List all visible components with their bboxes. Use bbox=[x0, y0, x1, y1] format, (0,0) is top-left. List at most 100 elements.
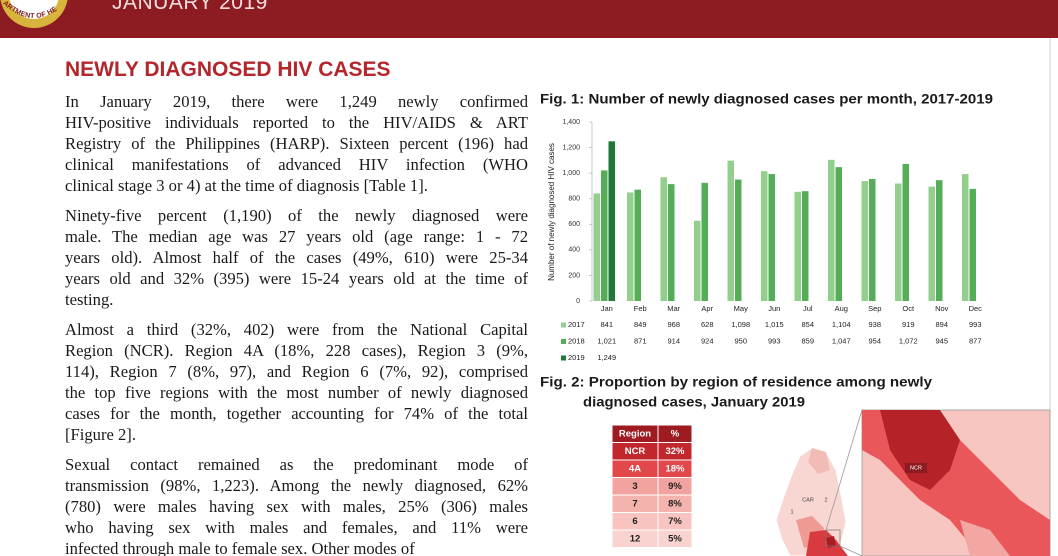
x-tick-label: Sep bbox=[868, 304, 881, 313]
x-tick-label: May bbox=[734, 304, 748, 313]
table-value: 954 bbox=[868, 336, 881, 345]
map-label: CAR bbox=[802, 497, 814, 503]
table-value: 859 bbox=[801, 336, 814, 345]
table-value: 993 bbox=[969, 320, 982, 329]
logo-center bbox=[9, 0, 59, 19]
table-value: 993 bbox=[768, 336, 781, 345]
table-value: 919 bbox=[902, 320, 915, 329]
text-line: the top five regions with the most numbe… bbox=[65, 383, 528, 402]
text-line: clinical manifestations of advanced HIV … bbox=[65, 155, 528, 174]
table-value: 1,047 bbox=[832, 336, 851, 345]
body-text: In January 2019, there were 1,249 newly … bbox=[65, 91, 528, 556]
table-cell-text: 12 bbox=[630, 533, 641, 544]
legend-label: 2019 bbox=[568, 353, 585, 362]
bar bbox=[727, 160, 734, 301]
x-tick-label: Nov bbox=[935, 304, 949, 313]
y-tick-label: 1,200 bbox=[562, 144, 580, 151]
map-ncr-tag bbox=[905, 463, 927, 473]
table-value: 628 bbox=[701, 320, 714, 329]
text-line: male. The median age was 27 years old (a… bbox=[65, 227, 528, 246]
text-line: infected through male to female sex. Oth… bbox=[65, 539, 415, 556]
table-cell-text: 4A bbox=[629, 463, 641, 474]
table-value: 945 bbox=[935, 336, 948, 345]
map-region bbox=[808, 448, 830, 474]
bar bbox=[928, 186, 935, 301]
bar bbox=[802, 191, 809, 301]
map-label: 2 bbox=[824, 497, 827, 503]
table-header: Region bbox=[619, 428, 651, 439]
table-value: 1,249 bbox=[597, 353, 616, 362]
map-ncr-small bbox=[826, 536, 836, 548]
table-value: 924 bbox=[701, 336, 714, 345]
x-tick-label: Dec bbox=[969, 304, 983, 313]
map-zoom-line bbox=[839, 545, 863, 556]
y-tick-label: 0 bbox=[576, 298, 580, 305]
text-line: clinical stage 3 or 4) at the time of di… bbox=[65, 176, 428, 195]
table-value: 841 bbox=[600, 320, 613, 329]
table-cell-text: 9% bbox=[668, 481, 682, 492]
text-line: Registry of the Philippines (HARP). Sixt… bbox=[65, 134, 528, 153]
x-tick-label: Oct bbox=[902, 304, 915, 313]
text-line: Ninety-five percent (1,190) of the newly… bbox=[65, 206, 528, 225]
text-line: [Figure 2]. bbox=[65, 425, 136, 444]
bar bbox=[668, 184, 675, 301]
table-value: 1,015 bbox=[765, 320, 784, 329]
map-inset-region bbox=[960, 520, 1010, 556]
x-tick-label: Jul bbox=[803, 304, 813, 313]
bar bbox=[608, 141, 615, 301]
map-label: NCR bbox=[910, 465, 922, 471]
bar bbox=[794, 191, 801, 301]
legend-label: 2018 bbox=[568, 336, 585, 345]
table-value: 877 bbox=[969, 336, 982, 345]
table-value: 854 bbox=[801, 320, 814, 329]
legend-label: 2017 bbox=[568, 320, 585, 329]
bar bbox=[936, 180, 943, 301]
legend-swatch bbox=[561, 322, 566, 328]
paragraph: Almost a third (32%, 402) were from the … bbox=[65, 319, 528, 445]
table-value: 894 bbox=[935, 320, 948, 329]
map: NCR CAR 1 2 bbox=[775, 409, 1051, 556]
text-line: testing. bbox=[65, 290, 114, 309]
table-cell-text: 6 bbox=[632, 516, 637, 527]
table-cell-text: NCR bbox=[625, 446, 646, 457]
y-tick-label: 400 bbox=[568, 247, 580, 254]
table-cell-text: 5% bbox=[668, 533, 682, 544]
legend-swatch bbox=[561, 355, 566, 361]
bar bbox=[735, 179, 742, 301]
table-value: 914 bbox=[667, 336, 680, 345]
x-tick-label: Aug bbox=[835, 304, 848, 313]
bar bbox=[761, 171, 768, 301]
x-tick-label: Jun bbox=[768, 304, 780, 313]
y-tick-label: 600 bbox=[568, 221, 580, 228]
text-line: 114), Region 7 (8%, 97), and Region 6 (7… bbox=[65, 362, 528, 381]
table-cell bbox=[657, 529, 693, 548]
table-value: 938 bbox=[868, 320, 881, 329]
table-cell-text: 18% bbox=[665, 463, 685, 474]
y-tick-label: 800 bbox=[568, 196, 580, 203]
text-line: HIV-positive individuals reported to the… bbox=[65, 113, 528, 132]
chart-title: Fig. 1: Number of newly diagnosed cases … bbox=[540, 92, 993, 107]
y-axis-label: Number of newly diagnosed HIV cases bbox=[547, 143, 556, 281]
bar bbox=[828, 159, 835, 301]
bar bbox=[835, 167, 842, 301]
table-cell-text: 32% bbox=[665, 446, 685, 457]
bar bbox=[660, 177, 667, 301]
table-value: 950 bbox=[734, 336, 747, 345]
bar bbox=[869, 179, 876, 301]
legend-swatch bbox=[561, 339, 566, 344]
table-value: 1,098 bbox=[731, 320, 750, 329]
text-line: who having sex with males and females, a… bbox=[65, 518, 528, 537]
bar bbox=[962, 174, 969, 301]
y-tick-label: 1,000 bbox=[562, 170, 580, 177]
table-header: % bbox=[671, 428, 680, 439]
bar bbox=[895, 183, 902, 301]
issue-date: JANUARY 2019 bbox=[112, 0, 268, 14]
figure-title: diagnosed cases, January 2019 bbox=[583, 395, 805, 410]
map-inset-ncr bbox=[880, 410, 960, 490]
map-label: 1 bbox=[790, 509, 793, 515]
y-tick-label: 1,400 bbox=[562, 119, 580, 126]
x-tick-label: Mar bbox=[667, 304, 680, 313]
table-cell-text: 8% bbox=[668, 498, 682, 509]
bar bbox=[969, 188, 976, 301]
